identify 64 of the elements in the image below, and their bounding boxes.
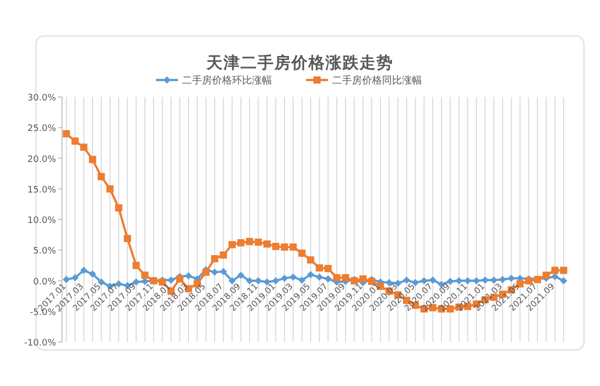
point: [106, 185, 114, 192]
legend-label: 二手房价格环比涨幅: [182, 74, 272, 86]
y-tick-label: 25.0%: [27, 124, 56, 134]
point: [176, 275, 184, 283]
y-tick-label: 20.0%: [27, 154, 56, 165]
point: [263, 240, 271, 248]
point: [324, 264, 332, 272]
point: [220, 268, 227, 276]
point: [115, 204, 122, 212]
point: [551, 272, 559, 280]
point: [62, 276, 70, 284]
point: [211, 268, 218, 276]
point: [167, 276, 175, 284]
point: [482, 276, 489, 284]
point: [211, 255, 218, 262]
point: [237, 239, 244, 246]
point: [464, 277, 472, 284]
point: [324, 275, 332, 283]
point: [254, 277, 262, 284]
y-tick-label: -10.0%: [24, 338, 56, 348]
point: [184, 272, 192, 280]
point: [290, 273, 297, 281]
point: [98, 173, 105, 180]
point: [62, 130, 70, 138]
point: [551, 266, 559, 274]
point: [280, 243, 288, 251]
point: [560, 277, 568, 284]
point: [333, 274, 340, 282]
point: [124, 234, 132, 242]
point: [316, 264, 323, 272]
point: [246, 238, 254, 246]
y-tick-label: 15.0%: [27, 185, 56, 196]
y-tick-label: 30.0%: [27, 94, 56, 104]
point: [307, 271, 314, 278]
point: [508, 274, 515, 282]
y-tick-label: 0.0%: [33, 277, 56, 288]
point: [498, 276, 506, 284]
point: [220, 251, 227, 259]
point: [71, 138, 79, 145]
point: [80, 144, 88, 151]
chart-title: 天津二手房价格涨跌走势: [206, 53, 394, 72]
point: [316, 273, 323, 281]
point: [71, 274, 79, 282]
point: [88, 156, 96, 164]
point: [254, 238, 262, 246]
point: [307, 256, 314, 264]
point: [237, 272, 244, 279]
legend-label: 二手房价格同比涨幅: [332, 74, 422, 86]
point: [342, 274, 350, 282]
point: [88, 270, 96, 278]
y-tick-label: 5.0%: [33, 246, 56, 257]
point: [542, 272, 550, 279]
point: [272, 242, 280, 250]
point: [132, 262, 140, 270]
point: [202, 268, 210, 276]
point: [280, 274, 288, 282]
point: [141, 272, 148, 279]
y-tick-label: 10.0%: [27, 216, 56, 226]
point: [359, 275, 367, 283]
point: [290, 243, 297, 251]
point: [80, 266, 88, 274]
point: [298, 250, 306, 257]
point: [560, 266, 568, 274]
point: [228, 241, 236, 248]
